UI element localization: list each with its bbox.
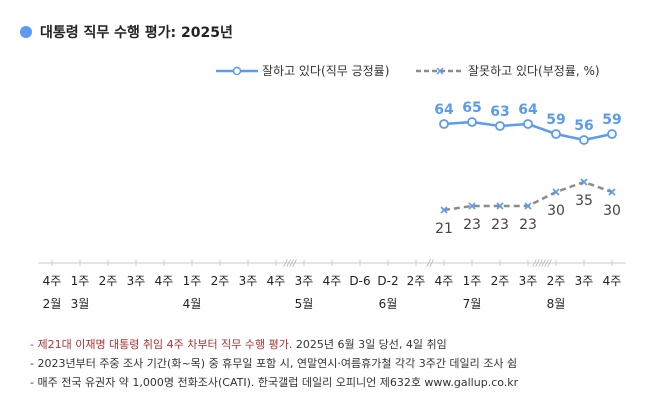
data-label: 23 — [491, 217, 509, 233]
x-tick-label: 2주 — [99, 274, 118, 288]
data-label: 30 — [547, 203, 565, 219]
data-point — [607, 129, 617, 139]
x-tick-label: 4주 — [435, 274, 454, 288]
chart-title: 대통령 직무 수행 평가: 2025년 — [20, 22, 233, 42]
legend-label: 잘못하고 있다(부정률, %) — [468, 64, 600, 78]
legend-dash-icon — [416, 66, 464, 75]
data-label: 21 — [435, 221, 453, 237]
data-label: 23 — [463, 217, 481, 233]
axis-break-mark: //// — [283, 259, 297, 269]
data-label: 59 — [602, 112, 621, 128]
note-3: - 매주 전국 유권자 약 1,000명 전화조사(CATI). 한국갤럽 데일… — [30, 376, 519, 389]
x-tick-label: 3주 — [239, 274, 258, 288]
note-1: 2025년 6월 3일 당선, 4일 취임 — [292, 338, 447, 351]
data-point — [579, 135, 589, 145]
x-tick-label: 2주 — [491, 274, 510, 288]
data-point — [495, 121, 505, 131]
legend-approval: 잘하고 있다(직무 긍정률) — [216, 62, 389, 79]
x-tick-label: 3주 — [519, 274, 538, 288]
data-label: 35 — [575, 193, 593, 209]
data-point — [608, 188, 616, 196]
month-label: 7월 — [463, 297, 482, 311]
x-tick-label: 4주 — [155, 274, 174, 288]
data-label: 23 — [519, 217, 537, 233]
data-point — [468, 202, 476, 210]
x-tick-label: 1주 — [463, 274, 482, 288]
x-tick-label: D-6 — [349, 274, 370, 288]
plot-area: 4주 1주 2주 3주 4주 1주 2주 3주 4주 3주 4주 D-6 D-2 2주 4주 1주 2주 3주 2주… — [38, 100, 626, 311]
legend-line-icon — [216, 66, 258, 75]
axis-break-mark: // — [426, 259, 434, 269]
data-point — [440, 206, 448, 214]
x-tick-label: 3주 — [575, 274, 594, 288]
month-label: 8월 — [547, 297, 566, 311]
x-tick-label: 2주 — [407, 274, 426, 288]
month-label: 3월 — [71, 297, 90, 311]
data-point — [467, 117, 477, 127]
month-label: 4월 — [183, 297, 202, 311]
data-label: 63 — [490, 104, 509, 120]
x-tick-label: 4주 — [267, 274, 286, 288]
month-label: 2월 — [43, 297, 62, 311]
x-tick-label: 4주 — [603, 274, 622, 288]
x-tick-label: 4주 — [43, 274, 62, 288]
month-label: 5월 — [295, 297, 314, 311]
x-tick-label: 4주 — [323, 274, 342, 288]
data-point — [524, 202, 532, 210]
data-label: 65 — [462, 100, 481, 116]
data-label: 56 — [574, 118, 593, 134]
data-point — [580, 178, 588, 186]
title-text: 대통령 직무 수행 평가: 2025년 — [40, 25, 233, 41]
axis-break-mark: ////// — [532, 259, 552, 269]
data-point — [439, 119, 449, 129]
legend-label: 잘하고 있다(직무 긍정률) — [262, 64, 390, 78]
legend-disapproval: 잘못하고 있다(부정률, %) — [416, 62, 600, 79]
x-tick-label: 2주 — [547, 274, 566, 288]
note-2: - 2023년부터 주중 조사 기간(화~목) 중 휴무일 포함 시, 연말연시… — [30, 357, 518, 370]
x-tick-label: 1주 — [71, 274, 90, 288]
x-tick-label: 2주 — [211, 274, 230, 288]
data-point — [552, 188, 560, 196]
data-point — [551, 129, 561, 139]
x-tick-label: 3주 — [295, 274, 314, 288]
data-label: 64 — [434, 102, 454, 118]
x-tick-label: D-2 — [377, 274, 398, 288]
data-label: 30 — [603, 203, 621, 219]
data-label: 64 — [518, 102, 538, 118]
data-point — [496, 202, 504, 210]
data-label: 59 — [546, 112, 565, 128]
data-point — [523, 119, 533, 129]
month-label: 6월 — [379, 297, 398, 311]
x-tick-label: 3주 — [127, 274, 146, 288]
bullet-icon — [20, 26, 32, 38]
x-tick-label: 1주 — [183, 274, 202, 288]
footnotes: - 제21대 이재명 대통령 취임 4주 차부터 직무 수행 평가. 2025년… — [30, 335, 518, 392]
note-1-highlight: - 제21대 이재명 대통령 취임 4주 차부터 직무 수행 평가. — [30, 338, 293, 351]
